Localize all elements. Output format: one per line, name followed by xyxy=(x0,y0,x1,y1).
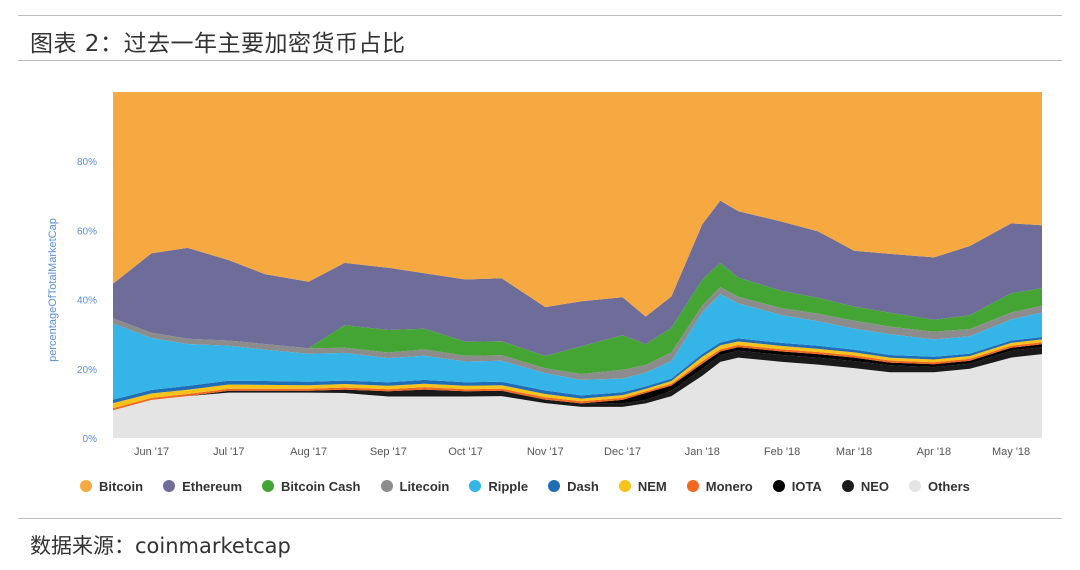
data-source: 数据来源：coinmarketcap xyxy=(30,534,291,558)
x-tick-label: Aug '17 xyxy=(290,446,327,458)
area-series-group xyxy=(113,92,1042,438)
x-tick-label: Feb '18 xyxy=(764,446,800,458)
top-rule xyxy=(18,15,1062,16)
legend-label: Bitcoin Cash xyxy=(281,478,361,494)
y-tick-label: 80% xyxy=(77,157,97,168)
legend-item-litecoin[interactable]: Litecoin xyxy=(380,478,450,494)
legend-swatch xyxy=(772,480,785,492)
x-tick-label: Jul '17 xyxy=(213,446,244,458)
y-tick-label: 20% xyxy=(77,365,97,376)
legend-item-nem[interactable]: NEM xyxy=(618,478,667,494)
legend-swatch xyxy=(908,480,921,492)
area-neo xyxy=(113,347,1042,411)
legend-label: IOTA xyxy=(791,478,822,494)
x-tick-label: Jun '17 xyxy=(134,446,169,458)
legend-item-neo[interactable]: NEO xyxy=(841,478,889,494)
legend-item-iota[interactable]: IOTA xyxy=(772,478,822,494)
x-tick-label: May '18 xyxy=(992,446,1030,458)
x-tick-label: Nov '17 xyxy=(527,446,564,458)
legend-item-bitcoin[interactable]: Bitcoin xyxy=(80,479,143,494)
legend-label: NEO xyxy=(860,478,889,494)
legend-label: NEM xyxy=(637,478,667,494)
y-axis-label: percentageOfTotalMarketCap xyxy=(47,218,59,362)
legend-item-bitcoin-cash[interactable]: Bitcoin Cash xyxy=(262,478,361,494)
legend-swatch xyxy=(618,480,631,492)
y-tick-label: 60% xyxy=(77,226,97,237)
x-tick-label: Dec '17 xyxy=(604,446,641,458)
legend-label: Dash xyxy=(567,478,599,494)
chart-legend: Bitcoin Ethereum Bitcoin Cash Litecoin Rippl… xyxy=(80,476,990,496)
legend-swatch xyxy=(262,480,275,492)
legend-label: Others xyxy=(927,478,970,494)
legend-swatch xyxy=(841,480,854,492)
legend-item-ethereum[interactable]: Ethereum xyxy=(163,479,242,494)
legend-item-dash[interactable]: Dash xyxy=(548,479,599,494)
legend-swatch xyxy=(548,480,561,492)
legend-swatch xyxy=(380,480,393,492)
bottom-rule xyxy=(18,518,1062,519)
stacked-area-chart: 0% 20% 40% 60% 80% Jun '17 Jul '17 Aug '17 Sep … xyxy=(47,92,1042,458)
legend-label: Ripple xyxy=(488,478,529,494)
legend-label: Ethereum xyxy=(182,478,243,494)
x-tick-label: Sep '17 xyxy=(370,446,407,458)
y-tick-label: 0% xyxy=(83,434,98,445)
x-axis-ticks: Jun '17 Jul '17 Aug '17 Sep '17 Oct '17 Nov '… xyxy=(134,446,1030,458)
x-tick-label: Oct '17 xyxy=(448,446,483,458)
legend-label: Monero xyxy=(705,478,753,494)
legend-swatch xyxy=(469,480,482,492)
y-axis-ticks: 0% 20% 40% 60% 80% xyxy=(77,157,97,445)
legend-label: Litecoin xyxy=(399,478,450,494)
area-bitcoin-cash xyxy=(113,262,1042,374)
area-others xyxy=(113,354,1042,438)
x-tick-label: Jan '18 xyxy=(685,446,720,458)
y-tick-label: 40% xyxy=(77,296,97,307)
title-rule xyxy=(18,60,1062,61)
legend-label: Bitcoin xyxy=(99,478,144,494)
figure-title: 图表 2：过去一年主要加密货币占比 xyxy=(30,31,406,57)
legend-swatch xyxy=(686,480,699,492)
x-tick-label: Apr '18 xyxy=(917,446,952,458)
legend-swatch xyxy=(80,480,92,492)
legend-item-monero[interactable]: Monero xyxy=(686,478,753,494)
x-tick-label: Mar '18 xyxy=(836,446,872,458)
legend-item-ripple[interactable]: Ripple xyxy=(469,479,528,494)
area-ripple xyxy=(113,294,1042,400)
area-ethereum xyxy=(113,200,1042,356)
legend-item-others[interactable]: Others xyxy=(908,478,970,494)
area-bitcoin xyxy=(113,92,1042,317)
legend-swatch xyxy=(163,480,176,492)
